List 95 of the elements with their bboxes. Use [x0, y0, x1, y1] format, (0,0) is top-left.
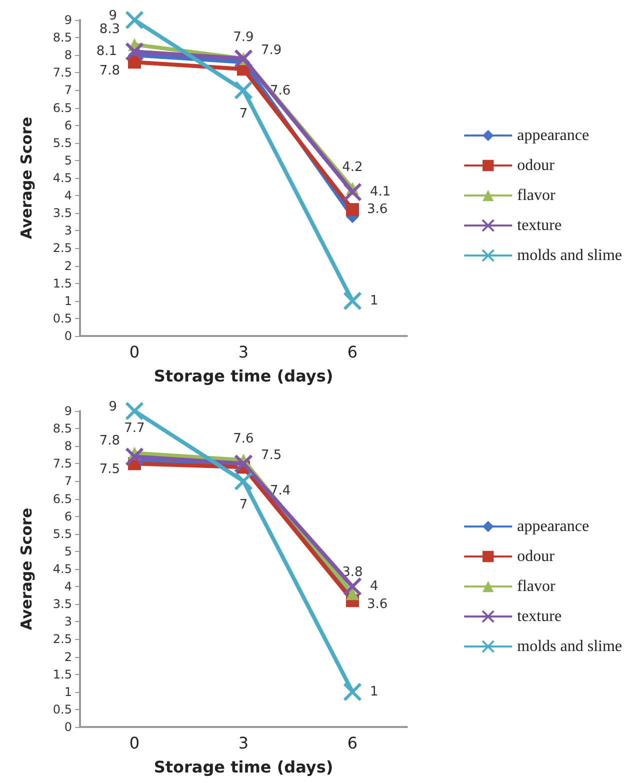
point	[343, 577, 362, 596]
y-tick-label: 3	[64, 224, 72, 238]
y-tick-label: 2	[64, 650, 72, 664]
y-tick-label: 0.5	[52, 702, 72, 716]
data-label: 7	[239, 498, 248, 513]
x-tick-label: 6	[347, 342, 358, 362]
y-tick-label: 6	[64, 118, 72, 132]
y-tick-label: 0	[64, 720, 72, 734]
data-label: 7.9	[233, 30, 254, 46]
data-label: 3.6	[367, 202, 388, 218]
y-tick-label: 3	[64, 614, 72, 629]
y-tick-label: 5	[64, 153, 72, 168]
y-tick-label: 8	[64, 439, 72, 454]
data-label: 7.8	[99, 434, 120, 449]
legend-label: appearance	[517, 518, 590, 535]
point	[346, 587, 359, 600]
point	[346, 203, 359, 216]
y-tick-label: 7.5	[52, 456, 72, 471]
point	[343, 291, 362, 310]
x-tick-label: 3	[238, 734, 249, 752]
y-tick-label: 6.5	[52, 100, 72, 115]
legend-label: appearance	[517, 127, 590, 144]
y-axis-title: Average Score	[18, 116, 36, 240]
y-tick-label: 0	[64, 329, 72, 343]
y-tick-label: 3.5	[52, 206, 72, 220]
y-tick-label: 5	[64, 544, 72, 558]
y-tick-label: 2.5	[52, 241, 72, 256]
y-tick-label: 6	[64, 509, 72, 524]
data-label: 3.8	[342, 565, 363, 580]
data-label: 7	[239, 106, 248, 122]
y-tick-label: 1	[64, 684, 72, 699]
data-label: 7.9	[261, 43, 282, 58]
legend-label: odour	[517, 157, 556, 174]
y-tick-label: 1	[64, 294, 72, 308]
x-axis-title: Storage time (days)	[154, 758, 334, 776]
y-tick-label: 8.5	[52, 30, 72, 45]
y-axis-title: Average Score	[18, 508, 36, 630]
y-tick-label: 2.5	[52, 632, 72, 646]
data-label: 9	[108, 8, 117, 24]
y-tick-label: 7	[64, 474, 72, 488]
y-tick-label: 9	[64, 404, 72, 418]
y-tick-label: 5.5	[52, 136, 72, 150]
data-label: 4.2	[342, 160, 363, 176]
x-tick-label: 0	[129, 734, 140, 752]
point	[343, 682, 362, 702]
y-tick-label: 9	[64, 13, 72, 27]
point	[343, 182, 362, 202]
y-tick-label: 7	[64, 83, 72, 98]
point	[125, 402, 144, 420]
data-label: 8.3	[99, 22, 120, 38]
y-tick-label: 4	[64, 580, 72, 594]
y-tick-label: 5.5	[52, 526, 72, 541]
legend-label: odour	[517, 548, 556, 565]
legend-label: molds and slime	[517, 247, 622, 264]
legend-label: flavor	[517, 187, 556, 204]
legend-label: molds and slime	[517, 638, 622, 655]
y-tick-label: 4.5	[52, 562, 72, 576]
y-tick-label: 1.5	[52, 276, 72, 290]
point	[234, 80, 253, 100]
point	[234, 472, 253, 491]
point	[234, 454, 253, 474]
x-axis-title: Storage time (days)	[154, 366, 334, 386]
data-label: 7.6	[233, 432, 254, 447]
data-label: 3.6	[367, 597, 388, 612]
y-tick-label: 3.5	[52, 597, 72, 612]
y-tick-label: 8.5	[52, 422, 72, 436]
point	[125, 447, 144, 466]
y-tick-label: 0.5	[52, 311, 72, 326]
data-label: 7.8	[99, 64, 120, 79]
y-tick-label: 4.5	[52, 171, 72, 185]
data-label: 8.1	[96, 44, 117, 60]
point	[125, 42, 144, 62]
y-tick-label: 4	[64, 188, 72, 203]
data-label: 9	[108, 400, 117, 414]
data-label: 1	[370, 684, 378, 700]
legend-label: texture	[517, 217, 562, 234]
y-tick-label: 6.5	[52, 492, 72, 506]
data-label: 4	[370, 579, 378, 594]
data-label: 4.1	[370, 184, 391, 200]
data-label: 7.4	[270, 484, 291, 499]
data-label: 7.5	[261, 448, 282, 464]
legend-label: texture	[517, 608, 562, 625]
data-label: 1	[370, 293, 378, 308]
x-tick-label: 0	[129, 342, 140, 362]
y-tick-label: 2	[64, 258, 72, 273]
legend-label: flavor	[517, 578, 556, 595]
x-tick-label: 3	[238, 342, 249, 362]
y-tick-label: 1.5	[52, 667, 72, 682]
y-tick-label: 7.5	[52, 66, 72, 80]
point	[234, 49, 253, 68]
data-label: 7.7	[124, 421, 145, 436]
point	[125, 10, 144, 30]
x-tick-label: 6	[347, 734, 358, 752]
data-label: 7.5	[99, 462, 120, 478]
y-tick-label: 8	[64, 48, 72, 62]
